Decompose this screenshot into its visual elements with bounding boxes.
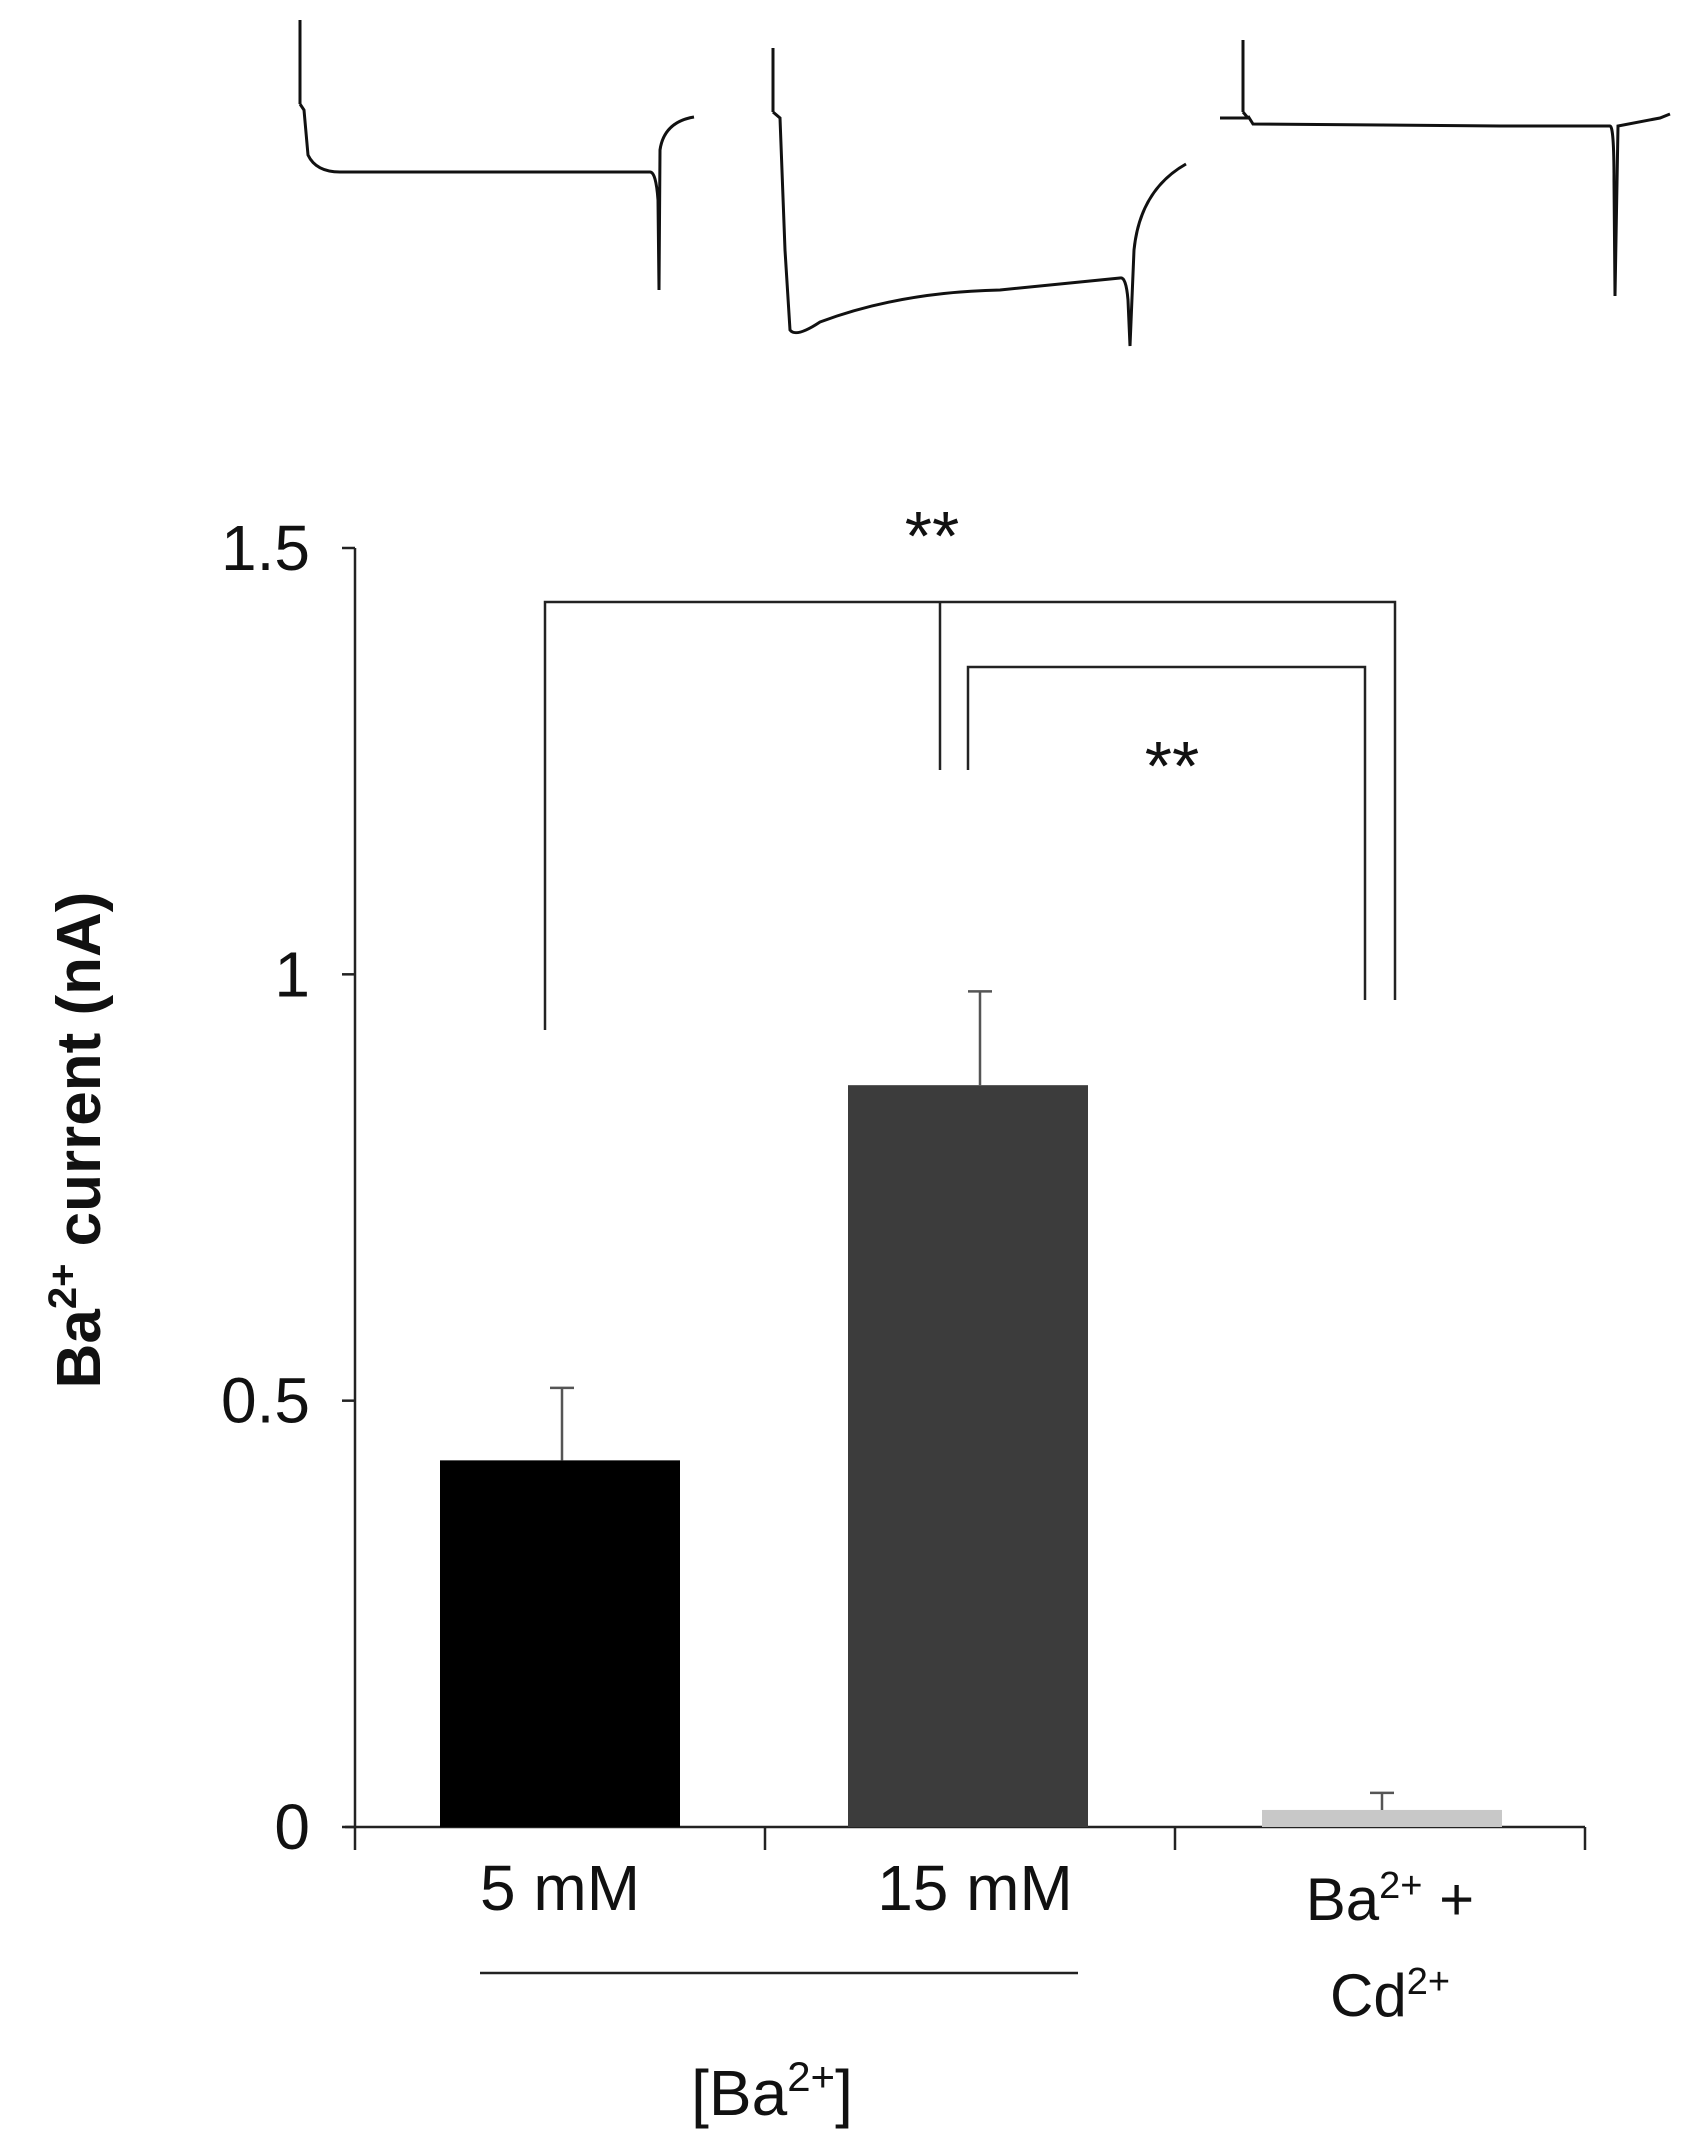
current-traces (298, 20, 1671, 347)
y-ticks: 0 0.5 1 1.5 (221, 512, 355, 1863)
trace-Ba-Cd (1220, 40, 1671, 297)
bar-5mM (440, 1460, 680, 1827)
x-label-15mM: 15 mM (877, 1852, 1073, 1924)
x-label-Ba-Cd-line2: Cd2+ (1330, 1961, 1450, 2029)
bars (440, 1085, 1502, 1827)
significance-label-inner: ** (1145, 727, 1199, 805)
significance-label-outer: ** (905, 497, 959, 575)
error-bar-5mM (550, 1386, 574, 1461)
y-axis-label: Ba2+ current (nA) (41, 892, 114, 1389)
x-label-Ba-Cd-line1: Ba2+ + (1306, 1865, 1474, 1933)
y-tick-label: 0 (274, 1791, 310, 1863)
error-bar-15mM (968, 990, 992, 1086)
trace-5mM (298, 20, 695, 291)
bar-15mM (848, 1085, 1088, 1827)
y-tick-label: 1.5 (221, 512, 310, 584)
significance-brackets (543, 600, 1397, 1030)
x-label-5mM: 5 mM (480, 1852, 640, 1924)
bracket-15mM-vs-Cd (966, 665, 1367, 1000)
bracket-5mM-vs-Cd (543, 600, 1397, 1030)
error-bars (550, 990, 1394, 1810)
y-tick-label: 1 (274, 938, 310, 1010)
y-tick-label: 0.5 (221, 1365, 310, 1437)
group-label: [Ba2+] (691, 2053, 853, 2129)
trace-15mM (771, 48, 1187, 347)
error-bar-Ba-Cd (1370, 1791, 1394, 1810)
bar-Ba-Cd (1262, 1809, 1502, 1827)
